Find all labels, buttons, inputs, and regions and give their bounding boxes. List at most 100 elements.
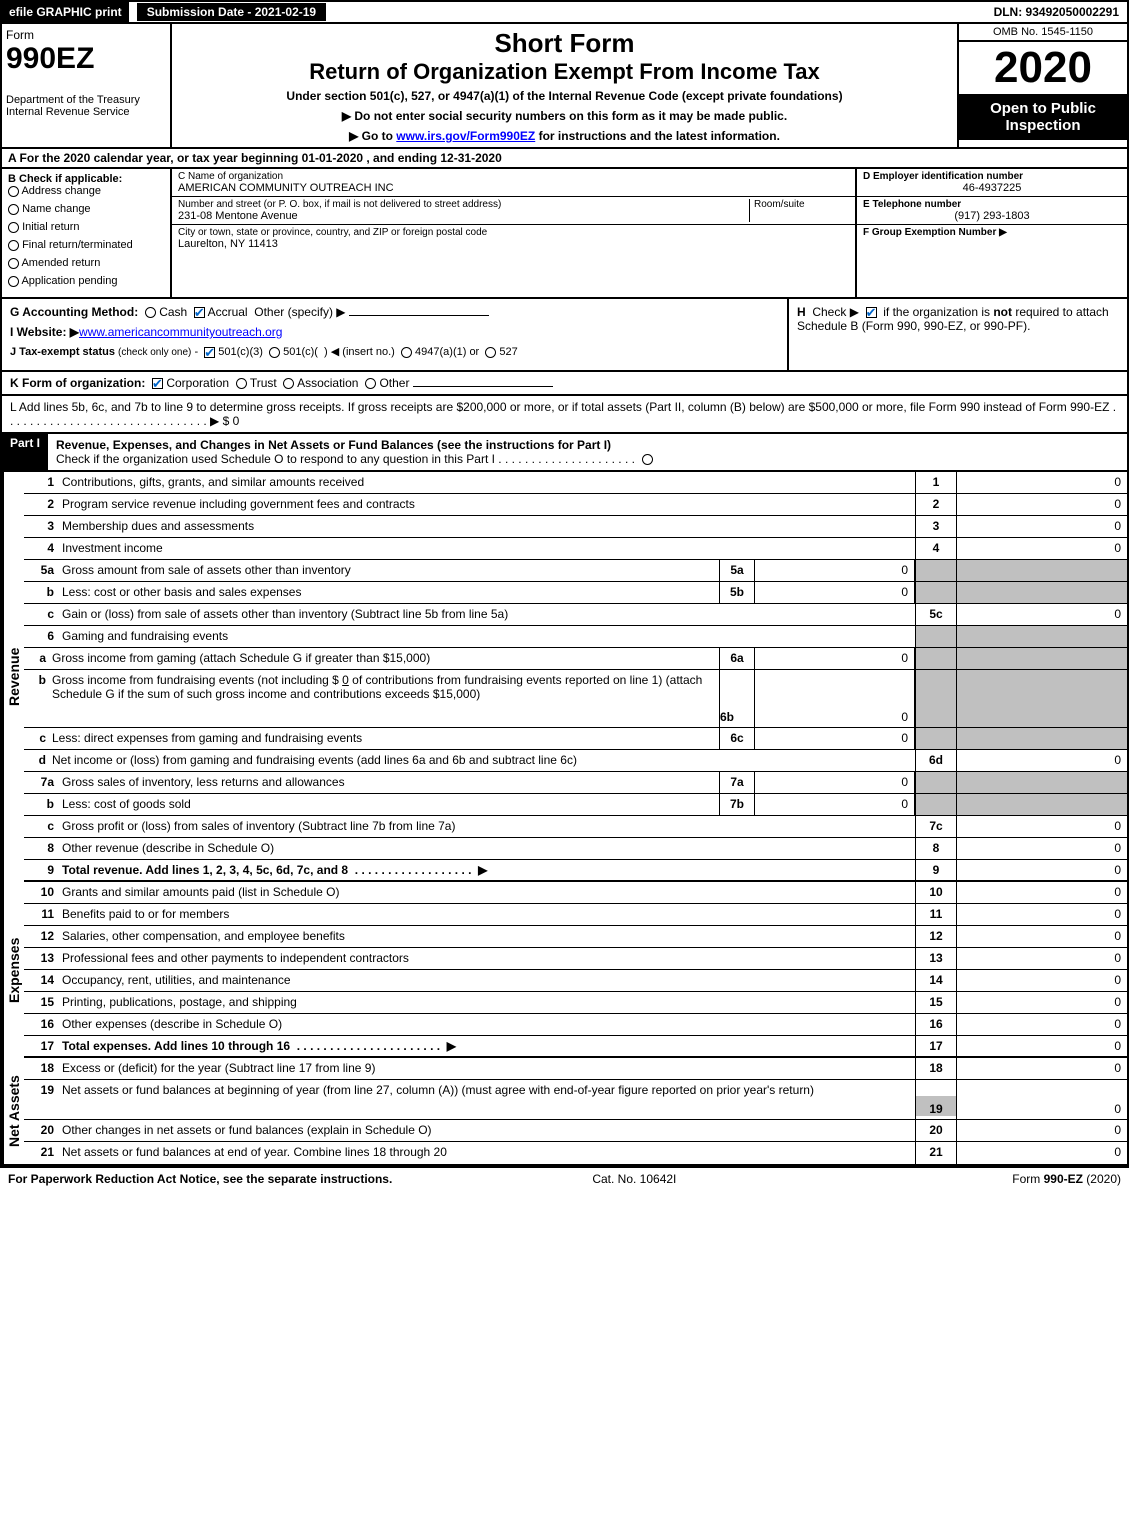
radio-trust[interactable] [236, 378, 247, 389]
irs-link[interactable]: www.irs.gov/Form990EZ [396, 129, 535, 143]
line-desc: Net assets or fund balances at end of ye… [58, 1142, 915, 1164]
dept-label: Department of the Treasury [6, 94, 166, 106]
corp-label: Corporation [166, 376, 229, 390]
line-sub: 0 [755, 582, 915, 603]
line-desc: Program service revenue including govern… [58, 494, 915, 515]
checkbox-accrual[interactable] [194, 307, 205, 318]
phone-label: E Telephone number [863, 199, 1121, 210]
line-desc: Contributions, gifts, grants, and simila… [58, 472, 915, 493]
goto-prefix: ▶ Go to [349, 129, 396, 143]
assoc-label: Association [297, 376, 358, 390]
other-label: Other (specify) ▶ [254, 305, 345, 319]
line-desc: Grants and similar amounts paid (list in… [58, 882, 915, 903]
cb-name-change[interactable]: Name change [8, 203, 164, 215]
cb-initial-return[interactable]: Initial return [8, 221, 164, 233]
city-label: City or town, state or province, country… [178, 227, 849, 238]
line-desc: Less: direct expenses from gaming and fu… [48, 728, 719, 749]
omb-number: OMB No. 1545-1150 [959, 24, 1127, 42]
submission-date: Submission Date - 2021-02-19 [137, 3, 326, 21]
tax-year: 2020 [959, 42, 1127, 94]
line-desc: Gross income from gaming (attach Schedul… [48, 648, 719, 669]
k-label: K Form of organization: [10, 376, 145, 390]
radio-501c[interactable] [269, 347, 280, 358]
line-15: 15Printing, publications, postage, and s… [24, 992, 1127, 1014]
radio-cash[interactable] [145, 307, 156, 318]
line-18: 18Excess or (deficit) for the year (Subt… [24, 1058, 1127, 1080]
line-val: 0 [957, 816, 1127, 837]
line-11: 11Benefits paid to or for members110 [24, 904, 1127, 926]
line-val: 0 [957, 494, 1127, 515]
line-desc: Gross amount from sale of assets other t… [58, 560, 719, 581]
line-val: 0 [957, 926, 1127, 947]
form-label: Form [6, 28, 166, 42]
org-name-box: C Name of organization AMERICAN COMMUNIT… [172, 169, 855, 197]
gh-left: G Accounting Method: Cash Accrual Other … [2, 299, 787, 370]
g-label: G Accounting Method: [10, 305, 138, 319]
line-val: 0 [957, 1036, 1127, 1056]
line-16: 16Other expenses (describe in Schedule O… [24, 1014, 1127, 1036]
line-val: 0 [957, 904, 1127, 925]
checkbox-501c3[interactable] [204, 347, 215, 358]
line-desc: Less: cost or other basis and sales expe… [58, 582, 719, 603]
line-21: 21Net assets or fund balances at end of … [24, 1142, 1127, 1164]
footer-right: Form 990-EZ (2020) [1012, 1172, 1121, 1186]
row-k: K Form of organization: Corporation Trus… [0, 372, 1129, 396]
line-val: 0 [957, 516, 1127, 537]
line-val: 0 [957, 1142, 1127, 1164]
other-blank-k [413, 386, 553, 387]
line-2: 2Program service revenue including gover… [24, 494, 1127, 516]
line-6d: dNet income or (loss) from gaming and fu… [24, 750, 1127, 772]
line-val: 0 [957, 992, 1127, 1013]
net-assets-table: Net Assets 18Excess or (deficit) for the… [0, 1058, 1129, 1166]
website-link[interactable]: www.americancommunityoutreach.org [79, 325, 282, 339]
net-assets-side-label: Net Assets [2, 1058, 24, 1164]
form-number: 990EZ [6, 42, 166, 76]
block-bcdef: B Check if applicable: Address change Na… [0, 169, 1129, 299]
header-mid: Short Form Return of Organization Exempt… [172, 24, 957, 147]
revenue-side-label: Revenue [2, 472, 24, 882]
line-17: 17Total expenses. Add lines 10 through 1… [24, 1036, 1127, 1058]
revenue-table: Revenue 1Contributions, gifts, grants, a… [0, 472, 1129, 882]
line-desc: Membership dues and assessments [58, 516, 915, 537]
part-i-badge: Part I [2, 434, 48, 470]
part-i-desc: Revenue, Expenses, and Changes in Net As… [48, 434, 1127, 470]
room-label: Room/suite [754, 199, 849, 210]
checkbox-corp[interactable] [152, 378, 163, 389]
cb-amended-return[interactable]: Amended return [8, 257, 164, 269]
line-desc: Salaries, other compensation, and employ… [58, 926, 915, 947]
website-label: I Website: ▶ [10, 325, 79, 339]
line-desc: Occupancy, rent, utilities, and maintena… [58, 970, 915, 991]
radio-4947[interactable] [401, 347, 412, 358]
checkbox-part-i[interactable] [642, 454, 653, 465]
group-exemption-box: F Group Exemption Number ▶ [857, 225, 1127, 240]
org-name-label: C Name of organization [178, 171, 849, 182]
row-a: A For the 2020 calendar year, or tax yea… [0, 149, 1129, 169]
page-footer: For Paperwork Reduction Act Notice, see … [0, 1166, 1129, 1190]
goto-suffix: for instructions and the latest informat… [535, 129, 780, 143]
radio-527[interactable] [485, 347, 496, 358]
line-6: 6Gaming and fundraising events [24, 626, 1127, 648]
line-4: 4Investment income40 [24, 538, 1127, 560]
col-b-checkboxes: B Check if applicable: Address change Na… [2, 169, 172, 297]
radio-other[interactable] [365, 378, 376, 389]
cb-address-change[interactable]: Address change [8, 185, 164, 197]
line-desc: Gaming and fundraising events [58, 626, 915, 647]
line-sub: 0 [755, 794, 915, 815]
line-desc: Professional fees and other payments to … [58, 948, 915, 969]
cb-final-return[interactable]: Final return/terminated [8, 239, 164, 251]
cb-application-pending[interactable]: Application pending [8, 275, 164, 287]
city-box: City or town, state or province, country… [172, 225, 855, 252]
accounting-method: G Accounting Method: Cash Accrual Other … [10, 305, 779, 319]
checkbox-h[interactable] [866, 307, 877, 318]
group-exemption-label: F Group Exemption Number ▶ [863, 227, 1121, 238]
line-6b-amt: 0 [342, 673, 349, 687]
header-left: Form 990EZ Department of the Treasury In… [2, 24, 172, 147]
line-desc: Gross sales of inventory, less returns a… [58, 772, 719, 793]
line-val: 0 [957, 1080, 1127, 1119]
radio-assoc[interactable] [283, 378, 294, 389]
line-sub: 0 [755, 670, 915, 727]
col-b-head: B Check if applicable: [8, 173, 164, 185]
ein-label: D Employer identification number [863, 171, 1121, 182]
line-6b: bGross income from fundraising events (n… [24, 670, 1127, 728]
line-7a: 7aGross sales of inventory, less returns… [24, 772, 1127, 794]
